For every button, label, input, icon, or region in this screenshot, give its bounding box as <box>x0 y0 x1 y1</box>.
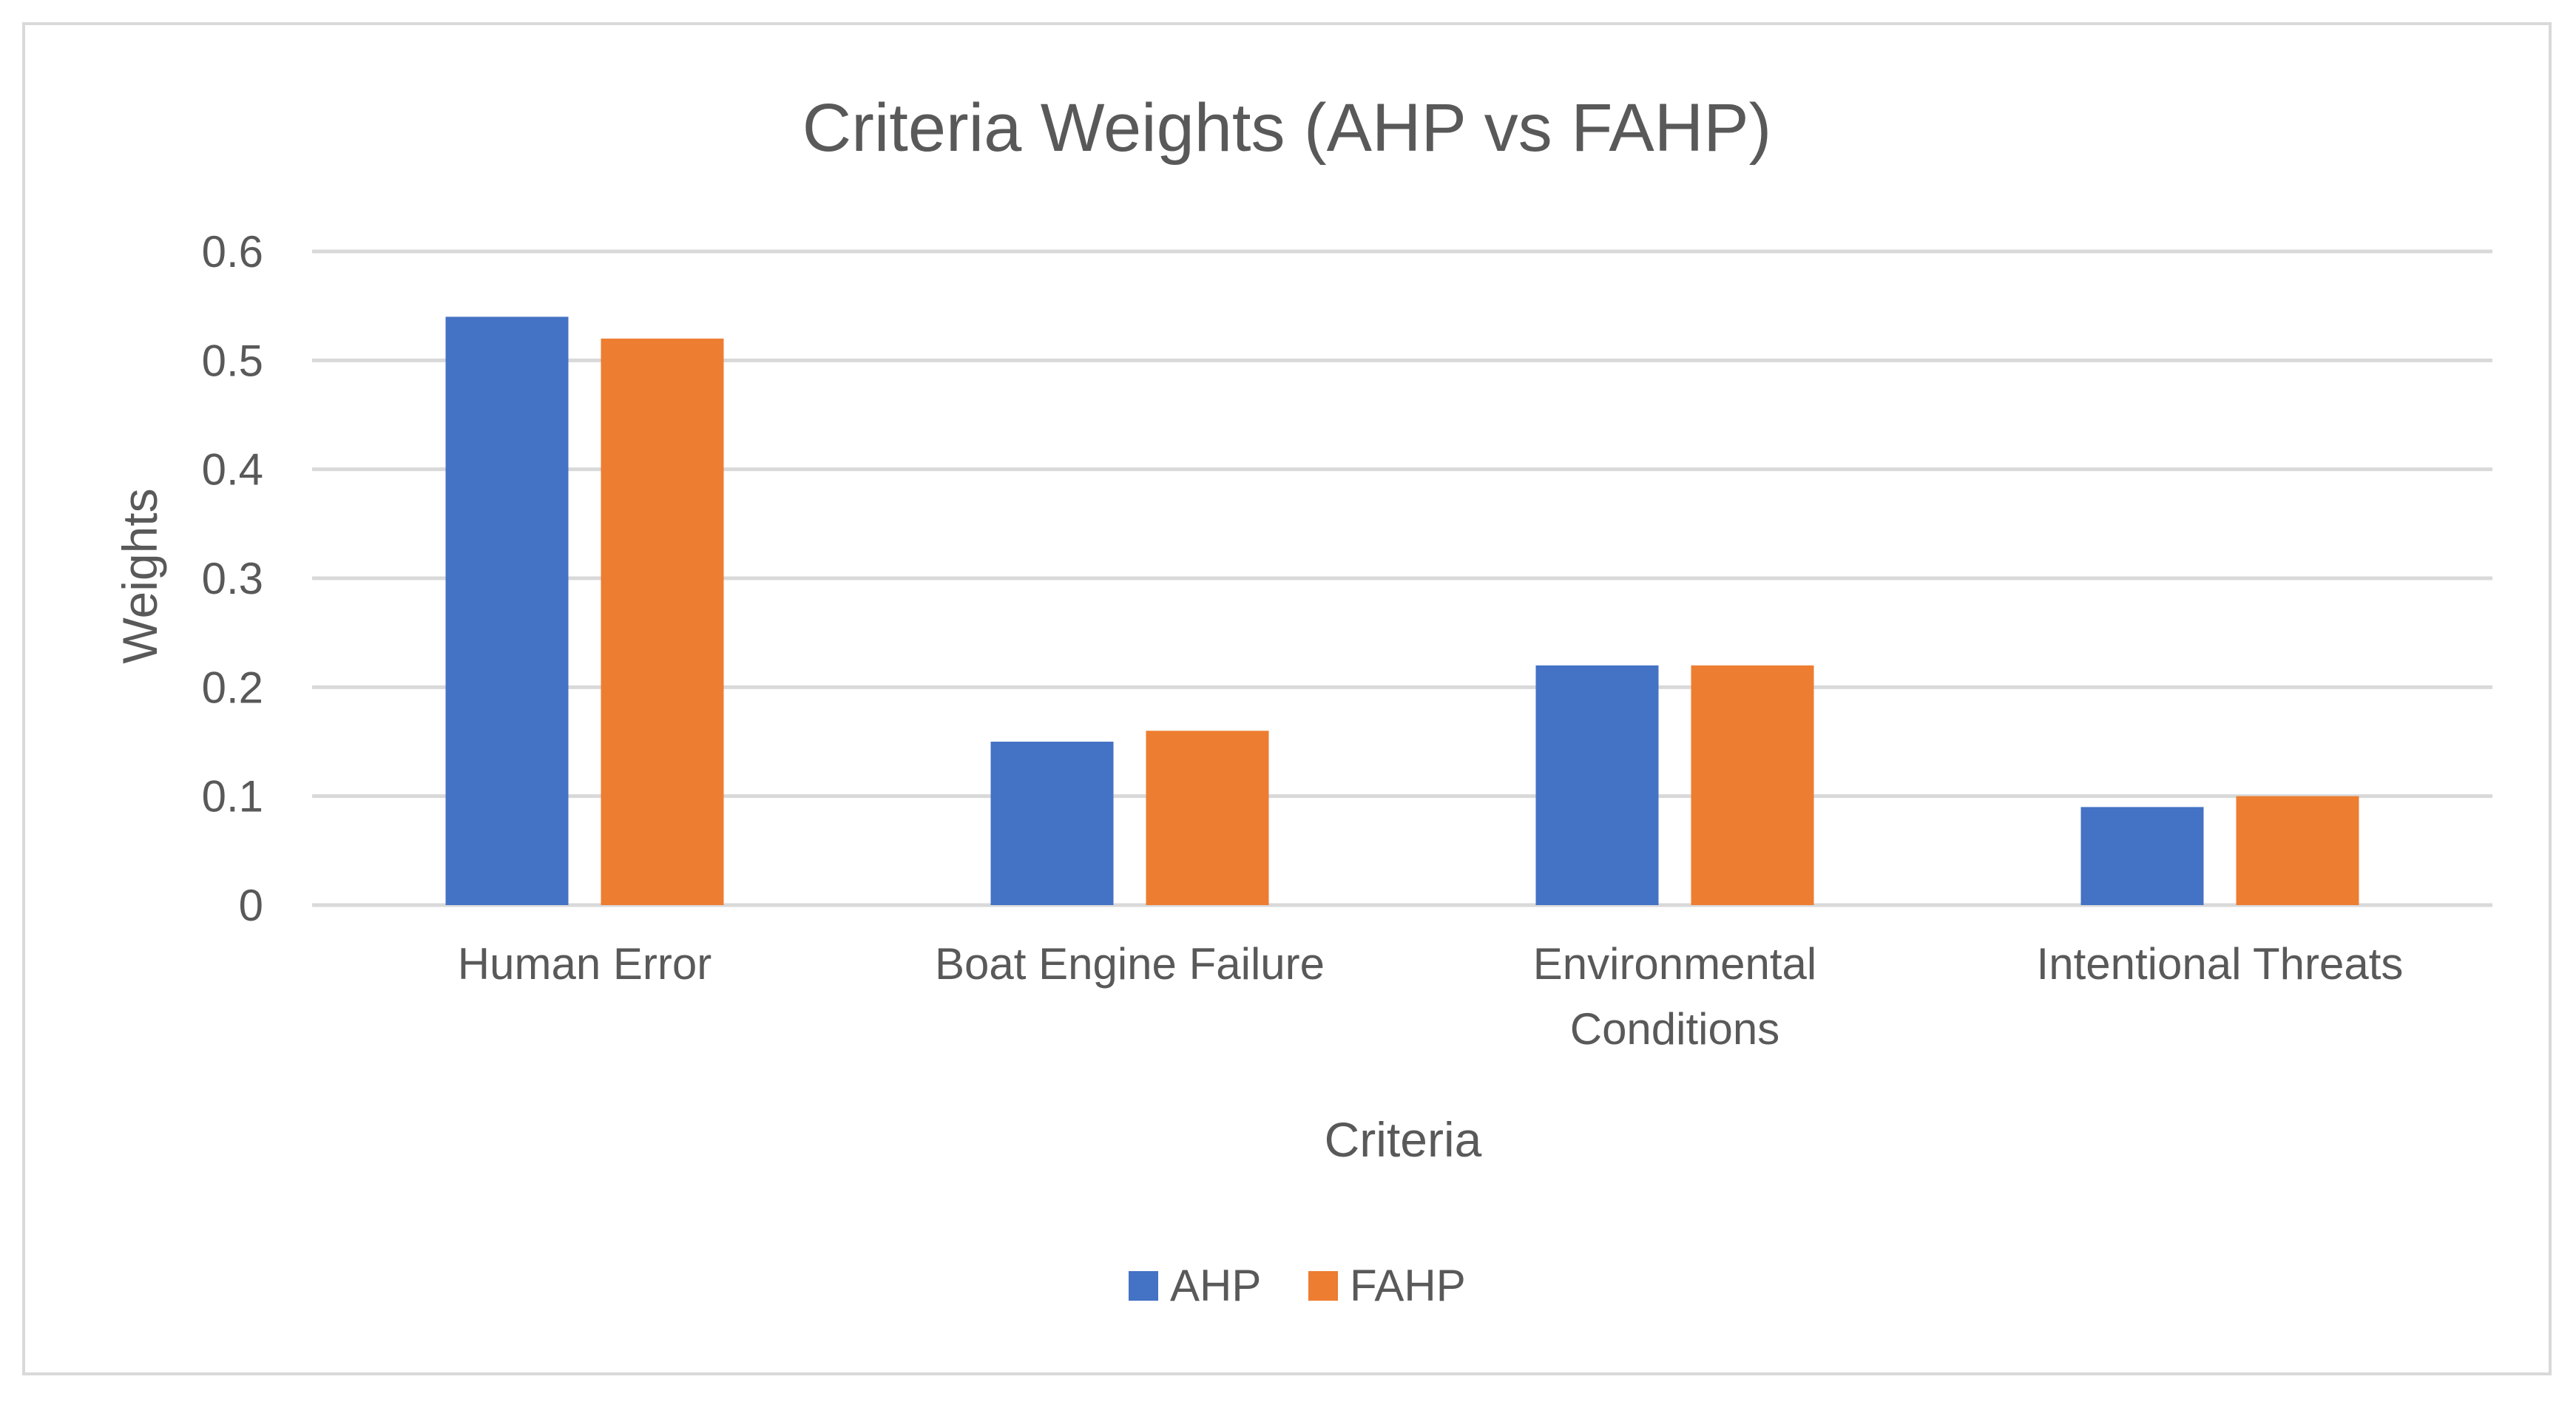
legend-swatch-ahp <box>1129 1271 1158 1301</box>
bar-fahp <box>1691 665 1814 905</box>
bar-fahp <box>2236 796 2359 905</box>
bar-ahp <box>445 316 569 905</box>
bar-fahp <box>601 338 724 905</box>
y-tick-label: 0.1 <box>202 772 263 822</box>
category-label: Boat Engine Failure <box>935 939 1325 989</box>
y-tick-label: 0.6 <box>202 227 263 277</box>
legend-label-ahp: AHP <box>1170 1261 1261 1310</box>
category-label: Human Error <box>458 939 711 989</box>
category-label: Environmental <box>1533 939 1817 989</box>
y-tick-label: 0 <box>239 881 263 930</box>
category-label: Conditions <box>1570 1004 1780 1054</box>
bar-chart: Criteria Weights (AHP vs FAHP) Weights C… <box>112 90 2492 1310</box>
legend-swatch-fahp <box>1308 1271 1338 1301</box>
bar-ahp <box>990 742 1114 905</box>
y-tick-label: 0.4 <box>202 445 263 495</box>
chart-frame: Criteria Weights (AHP vs FAHP) Weights C… <box>22 22 2552 1375</box>
y-tick-labels: 0 0.1 0.2 0.3 0.4 0.5 0.6 <box>202 227 263 930</box>
bars <box>445 316 2359 905</box>
y-tick-label: 0.2 <box>202 663 263 712</box>
y-axis-title: Weights <box>112 488 167 663</box>
category-label: Intentional Threats <box>2037 939 2404 989</box>
legend-label-fahp: FAHP <box>1350 1261 1466 1310</box>
x-axis-title: Criteria <box>1325 1112 1482 1167</box>
bar-ahp <box>2080 807 2204 905</box>
y-tick-label: 0.3 <box>202 554 263 603</box>
bar-ahp <box>1535 665 1659 905</box>
category-labels: Human Error Boat Engine Failure Environmen… <box>458 939 2404 1054</box>
chart-title: Criteria Weights (AHP vs FAHP) <box>802 90 1771 166</box>
bar-fahp <box>1146 731 1269 905</box>
legend: AHP FAHP <box>1129 1261 1466 1310</box>
y-tick-label: 0.5 <box>202 336 263 385</box>
